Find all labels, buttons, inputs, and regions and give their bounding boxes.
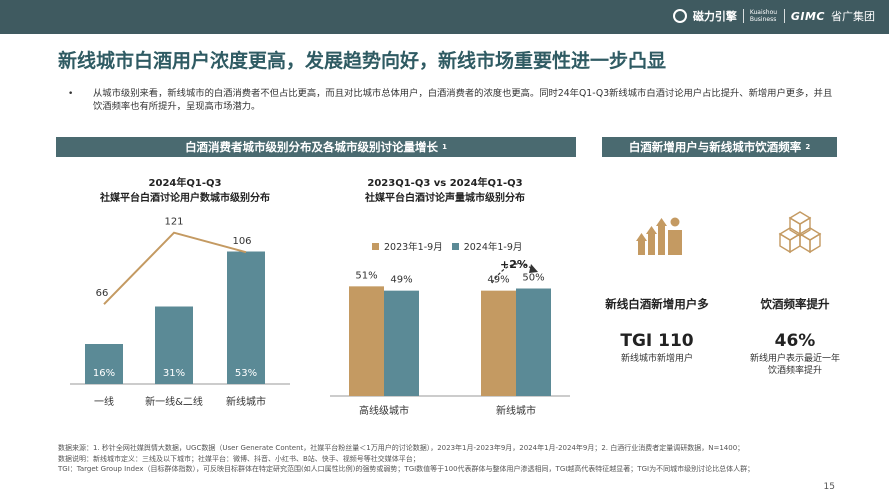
footnote-line: 数据说明：新线城市定义：三线及以下城市；社媒平台：微博、抖音、小红书、B站、快手… — [58, 454, 420, 463]
chart1-title: 2024年Q1-Q3 — [148, 178, 222, 189]
chart1-bar-label: 16% — [93, 368, 115, 379]
legend-swatch-2024 — [451, 242, 459, 250]
right-item1-desc: 新线城市新增用户 — [620, 354, 693, 364]
logo-mark-icon — [672, 9, 687, 23]
chart2-bar-label: 51% — [355, 270, 377, 281]
wine-boxes-icon — [778, 211, 822, 254]
chart1-bar — [227, 251, 265, 384]
chart2-title-block: 2023Q1-Q3 vs 2024年Q1-Q3 社媒平台白酒讨论声量城市级别分布 — [325, 176, 565, 206]
chart1-line-label: 66 — [96, 288, 109, 299]
chart2-category-label: 高线级城市 — [359, 404, 409, 417]
logo-kuaishou: Kuaishou Business — [749, 9, 778, 23]
growth-person-icon — [636, 217, 682, 255]
chart1-category-label: 一线 — [94, 395, 114, 408]
left-section-sup: 1 — [442, 143, 447, 151]
chart1-overlay-line — [103, 231, 247, 305]
right-item2-desc1: 新线用户表示最近一年 — [749, 354, 840, 364]
footnote-line: TGI：Target Group Index（目标群体指数），可反映目标群体在特… — [58, 465, 755, 473]
right-section-sup: 2 — [805, 143, 811, 151]
chart1-category-label: 新线城市 — [226, 395, 266, 408]
chart1-category-label: 新一线&二线 — [145, 395, 203, 408]
chart2-bar — [349, 286, 384, 396]
chart2-annotation-arrowhead — [529, 264, 538, 273]
chart1-bar-label: 53% — [235, 368, 257, 379]
chart2-bar — [384, 290, 419, 396]
chart2-annotation: +2% — [500, 258, 528, 271]
legend-swatch-2023 — [372, 242, 379, 250]
chart2-title: 2023Q1-Q3 vs 2024年Q1-Q3 — [367, 178, 523, 189]
chart2-bar — [516, 288, 551, 396]
left-section-header: 白酒消费者城市级别分布及各城市级别讨论量增长 1 — [56, 137, 576, 157]
legend-label-2023: 2023年1-9月 — [384, 242, 443, 253]
chart1-subtitle: 社媒平台白酒讨论用户数城市级别分布 — [100, 193, 270, 204]
bullet-text: 从城市级别来看，新线城市的白酒消费者不但占比更高，而且对比城市总体用户，白酒消费… — [93, 88, 833, 112]
logo-cili: 磁力引擎 — [692, 10, 737, 23]
page-title: 新线城市白酒用户浓度更高，发展趋势向好，新线市场重要性进一步凸显 — [58, 50, 667, 72]
footnotes: 数据来源：1. 秒针全网社媒舆情大数据，UGC数据（User Generate … — [58, 443, 848, 475]
right-item2-label: 饮酒频率提升 — [760, 297, 830, 311]
top-bar: 磁力引擎 Kuaishou Business GIMC 省广集团 — [0, 0, 889, 34]
right-item1-value: TGI 110 — [620, 331, 694, 351]
chart1-bar — [85, 344, 123, 384]
logo-shengguang: 省广集团 — [831, 10, 875, 23]
chart2-annotation-arc — [491, 263, 535, 284]
bullet-marker: • — [68, 89, 74, 99]
chart1-line-label: 121 — [164, 217, 183, 228]
chart2-subtitle: 社媒平台白酒讨论声量城市级别分布 — [365, 193, 525, 204]
logo-separator — [783, 9, 785, 23]
chart1-line-label: 106 — [232, 236, 251, 247]
chart1-bar-label: 31% — [163, 368, 185, 379]
logo-gimc: GIMC — [790, 9, 825, 23]
chart2-bar — [481, 290, 516, 396]
right-item1-label: 新线白酒新增用户多 — [605, 297, 709, 311]
chart2-bar-label: 50% — [522, 273, 544, 284]
chart1-title-block: 2024年Q1-Q3 社媒平台白酒讨论用户数城市级别分布 — [70, 176, 300, 206]
logo-group: 磁力引擎 Kuaishou Business GIMC 省广集团 — [672, 8, 875, 24]
left-section-label: 白酒消费者城市级别分布及各城市级别讨论量增长 — [185, 140, 439, 154]
right-item2-value: 46% — [774, 331, 816, 351]
right-item2-desc-block: 新线用户表示最近一年 饮酒频率提升 — [735, 353, 855, 377]
chart1-bar — [155, 306, 193, 384]
page-number: 15 — [823, 482, 835, 492]
right-section-header: 白酒新增用户与新线城市饮酒频率 2 — [602, 137, 837, 157]
chart2-bar-label: 49% — [390, 275, 412, 286]
right-item2-desc2: 饮酒频率提升 — [767, 366, 822, 376]
right-section-label: 白酒新增用户与新线城市饮酒频率 — [628, 140, 802, 154]
chart2-legend: 2023年1-9月 2024年1-9月 — [372, 239, 522, 253]
chart2-category-label: 新线城市 — [496, 404, 536, 417]
legend-label-2024: 2024年1-9月 — [463, 242, 523, 253]
footnote-line: 数据来源：1. 秒针全网社媒舆情大数据，UGC数据（User Generate … — [58, 444, 745, 452]
chart2-bar-label: 49% — [487, 275, 509, 286]
logo-separator — [742, 9, 744, 23]
